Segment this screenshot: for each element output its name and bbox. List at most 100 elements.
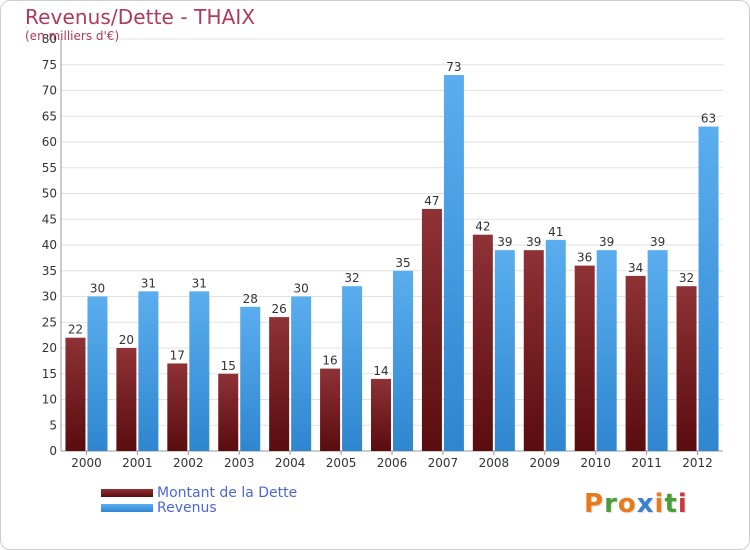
bar-revenue — [494, 250, 515, 451]
y-tick-label: 25 — [42, 315, 57, 329]
data-label: 22 — [68, 323, 83, 337]
y-tick-label: 15 — [42, 367, 57, 381]
bar-debt — [167, 363, 188, 451]
logo-letter: o — [617, 489, 637, 519]
logo-letter: r — [604, 489, 618, 519]
data-label: 17 — [170, 348, 185, 362]
bar-debt — [320, 368, 341, 451]
y-tick-label: 75 — [42, 58, 57, 72]
x-tick-label: 2004 — [275, 456, 306, 470]
chart-subtitle: (en milliers d'€) — [25, 29, 120, 43]
data-label: 39 — [526, 235, 541, 249]
y-tick-label: 5 — [49, 418, 57, 432]
data-label: 63 — [701, 112, 716, 126]
x-tick-label: 2006 — [377, 456, 408, 470]
x-tick-label: 2002 — [173, 456, 204, 470]
data-label: 31 — [192, 276, 207, 290]
x-tick-label: 2005 — [326, 456, 357, 470]
data-label: 39 — [497, 235, 512, 249]
bars — [65, 75, 719, 452]
logo-letter: i — [654, 489, 665, 519]
bar-revenue — [138, 291, 159, 451]
logo-letter: i — [677, 489, 688, 519]
bar-debt — [218, 373, 239, 451]
y-tick-label: 70 — [42, 84, 57, 98]
logo-letter: t — [664, 489, 678, 519]
data-label: 30 — [90, 282, 105, 296]
data-label: 32 — [344, 271, 359, 285]
bar-revenue — [342, 286, 363, 451]
bar-revenue — [189, 291, 210, 451]
bar-revenue — [443, 75, 464, 452]
x-tick-label: 2012 — [682, 456, 713, 470]
x-tick-label: 2001 — [122, 456, 153, 470]
data-label: 20 — [119, 333, 134, 347]
y-tick-label: 55 — [42, 161, 57, 175]
bar-debt — [116, 348, 137, 451]
data-label: 41 — [548, 225, 563, 239]
bar-debt — [574, 265, 595, 451]
legend-swatch-debt — [101, 489, 153, 497]
bar-revenue — [393, 270, 413, 451]
bar-revenue — [545, 239, 566, 451]
y-tick-label: 50 — [42, 187, 57, 201]
data-label: 15 — [221, 359, 236, 373]
logo-letter: P — [584, 489, 605, 519]
data-label: 34 — [628, 261, 643, 275]
data-label: 16 — [322, 354, 337, 368]
bar-revenue — [596, 250, 617, 451]
bar-debt — [65, 337, 86, 451]
bar-revenue — [647, 250, 668, 451]
proxiti-logo: Proxiti — [584, 489, 688, 519]
bar-debt — [472, 234, 493, 451]
y-tick-label: 30 — [42, 290, 57, 304]
data-label: 39 — [599, 235, 614, 249]
data-label: 73 — [446, 60, 461, 74]
grid-lines — [61, 38, 723, 452]
x-tick-label: 2003 — [224, 456, 255, 470]
y-tick-label: 35 — [42, 264, 57, 278]
bar-debt — [269, 317, 290, 451]
x-tick-label: 2007 — [428, 456, 459, 470]
axes: 0 5 10 15 20 25 30 35 40 45 50 55 60 65 70 75 80 2000 2001… — [42, 32, 723, 470]
x-tick-label: 2008 — [479, 456, 510, 470]
data-label: 35 — [395, 256, 410, 270]
data-label: 31 — [141, 276, 156, 290]
data-label: 30 — [294, 282, 309, 296]
y-tick-label: 40 — [42, 238, 57, 252]
y-tick-label: 65 — [42, 109, 57, 123]
bar-debt — [523, 250, 544, 451]
bar-debt — [371, 378, 391, 451]
data-label: 36 — [577, 251, 592, 265]
bar-debt — [676, 286, 697, 451]
x-tick-label: 2010 — [580, 456, 611, 470]
bar-debt — [421, 208, 442, 451]
y-tick-label: 20 — [42, 341, 57, 355]
data-label: 32 — [679, 271, 694, 285]
x-tick-label: 2011 — [631, 456, 662, 470]
legend-label-debt: Montant de la Dette — [157, 485, 298, 501]
data-labels: 22 30 20 31 17 31 15 28 26 30 16 32 14 35 47 73 42 39 39 41… — [68, 60, 716, 378]
legend-label-revenue: Revenus — [157, 500, 217, 516]
x-tick-label: 2000 — [71, 456, 102, 470]
data-label: 14 — [373, 364, 388, 378]
data-label: 47 — [424, 194, 439, 208]
bar-revenue — [698, 126, 719, 452]
legend-swatch-revenue — [101, 504, 153, 512]
logo-letter: x — [636, 489, 655, 519]
bar-revenue — [291, 296, 312, 451]
y-tick-label: 0 — [49, 444, 57, 458]
data-label: 28 — [243, 292, 258, 306]
bar-revenue — [87, 296, 108, 451]
data-label: 26 — [272, 302, 287, 316]
bar-revenue — [240, 306, 261, 451]
y-tick-label: 60 — [42, 135, 57, 149]
y-tick-label: 10 — [42, 393, 57, 407]
data-label: 42 — [475, 220, 490, 234]
chart-title: Revenus/Dette - THAIX — [25, 5, 256, 29]
bar-debt — [625, 275, 646, 451]
x-tick-label: 2009 — [529, 456, 560, 470]
y-tick-label: 45 — [42, 212, 57, 226]
